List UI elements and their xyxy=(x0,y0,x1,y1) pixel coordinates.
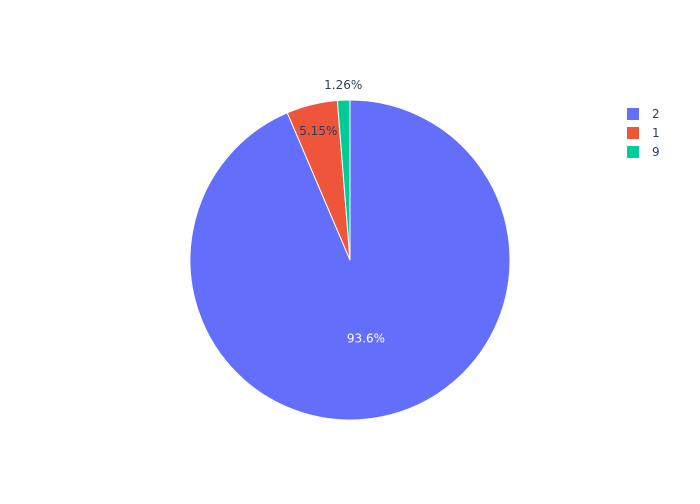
legend-label[interactable]: 2 xyxy=(652,107,660,121)
slice-label: 1.26% xyxy=(324,78,362,92)
legend-label[interactable]: 1 xyxy=(652,126,660,140)
legend-swatch[interactable] xyxy=(627,146,639,158)
pie-slice-9[interactable] xyxy=(336,99,351,261)
legend-swatch[interactable] xyxy=(627,127,639,139)
legend-swatch[interactable] xyxy=(627,108,639,120)
slice-label: 5.15% xyxy=(299,124,337,138)
legend-label[interactable]: 9 xyxy=(652,145,660,159)
slice-label: 93.6% xyxy=(347,331,385,345)
